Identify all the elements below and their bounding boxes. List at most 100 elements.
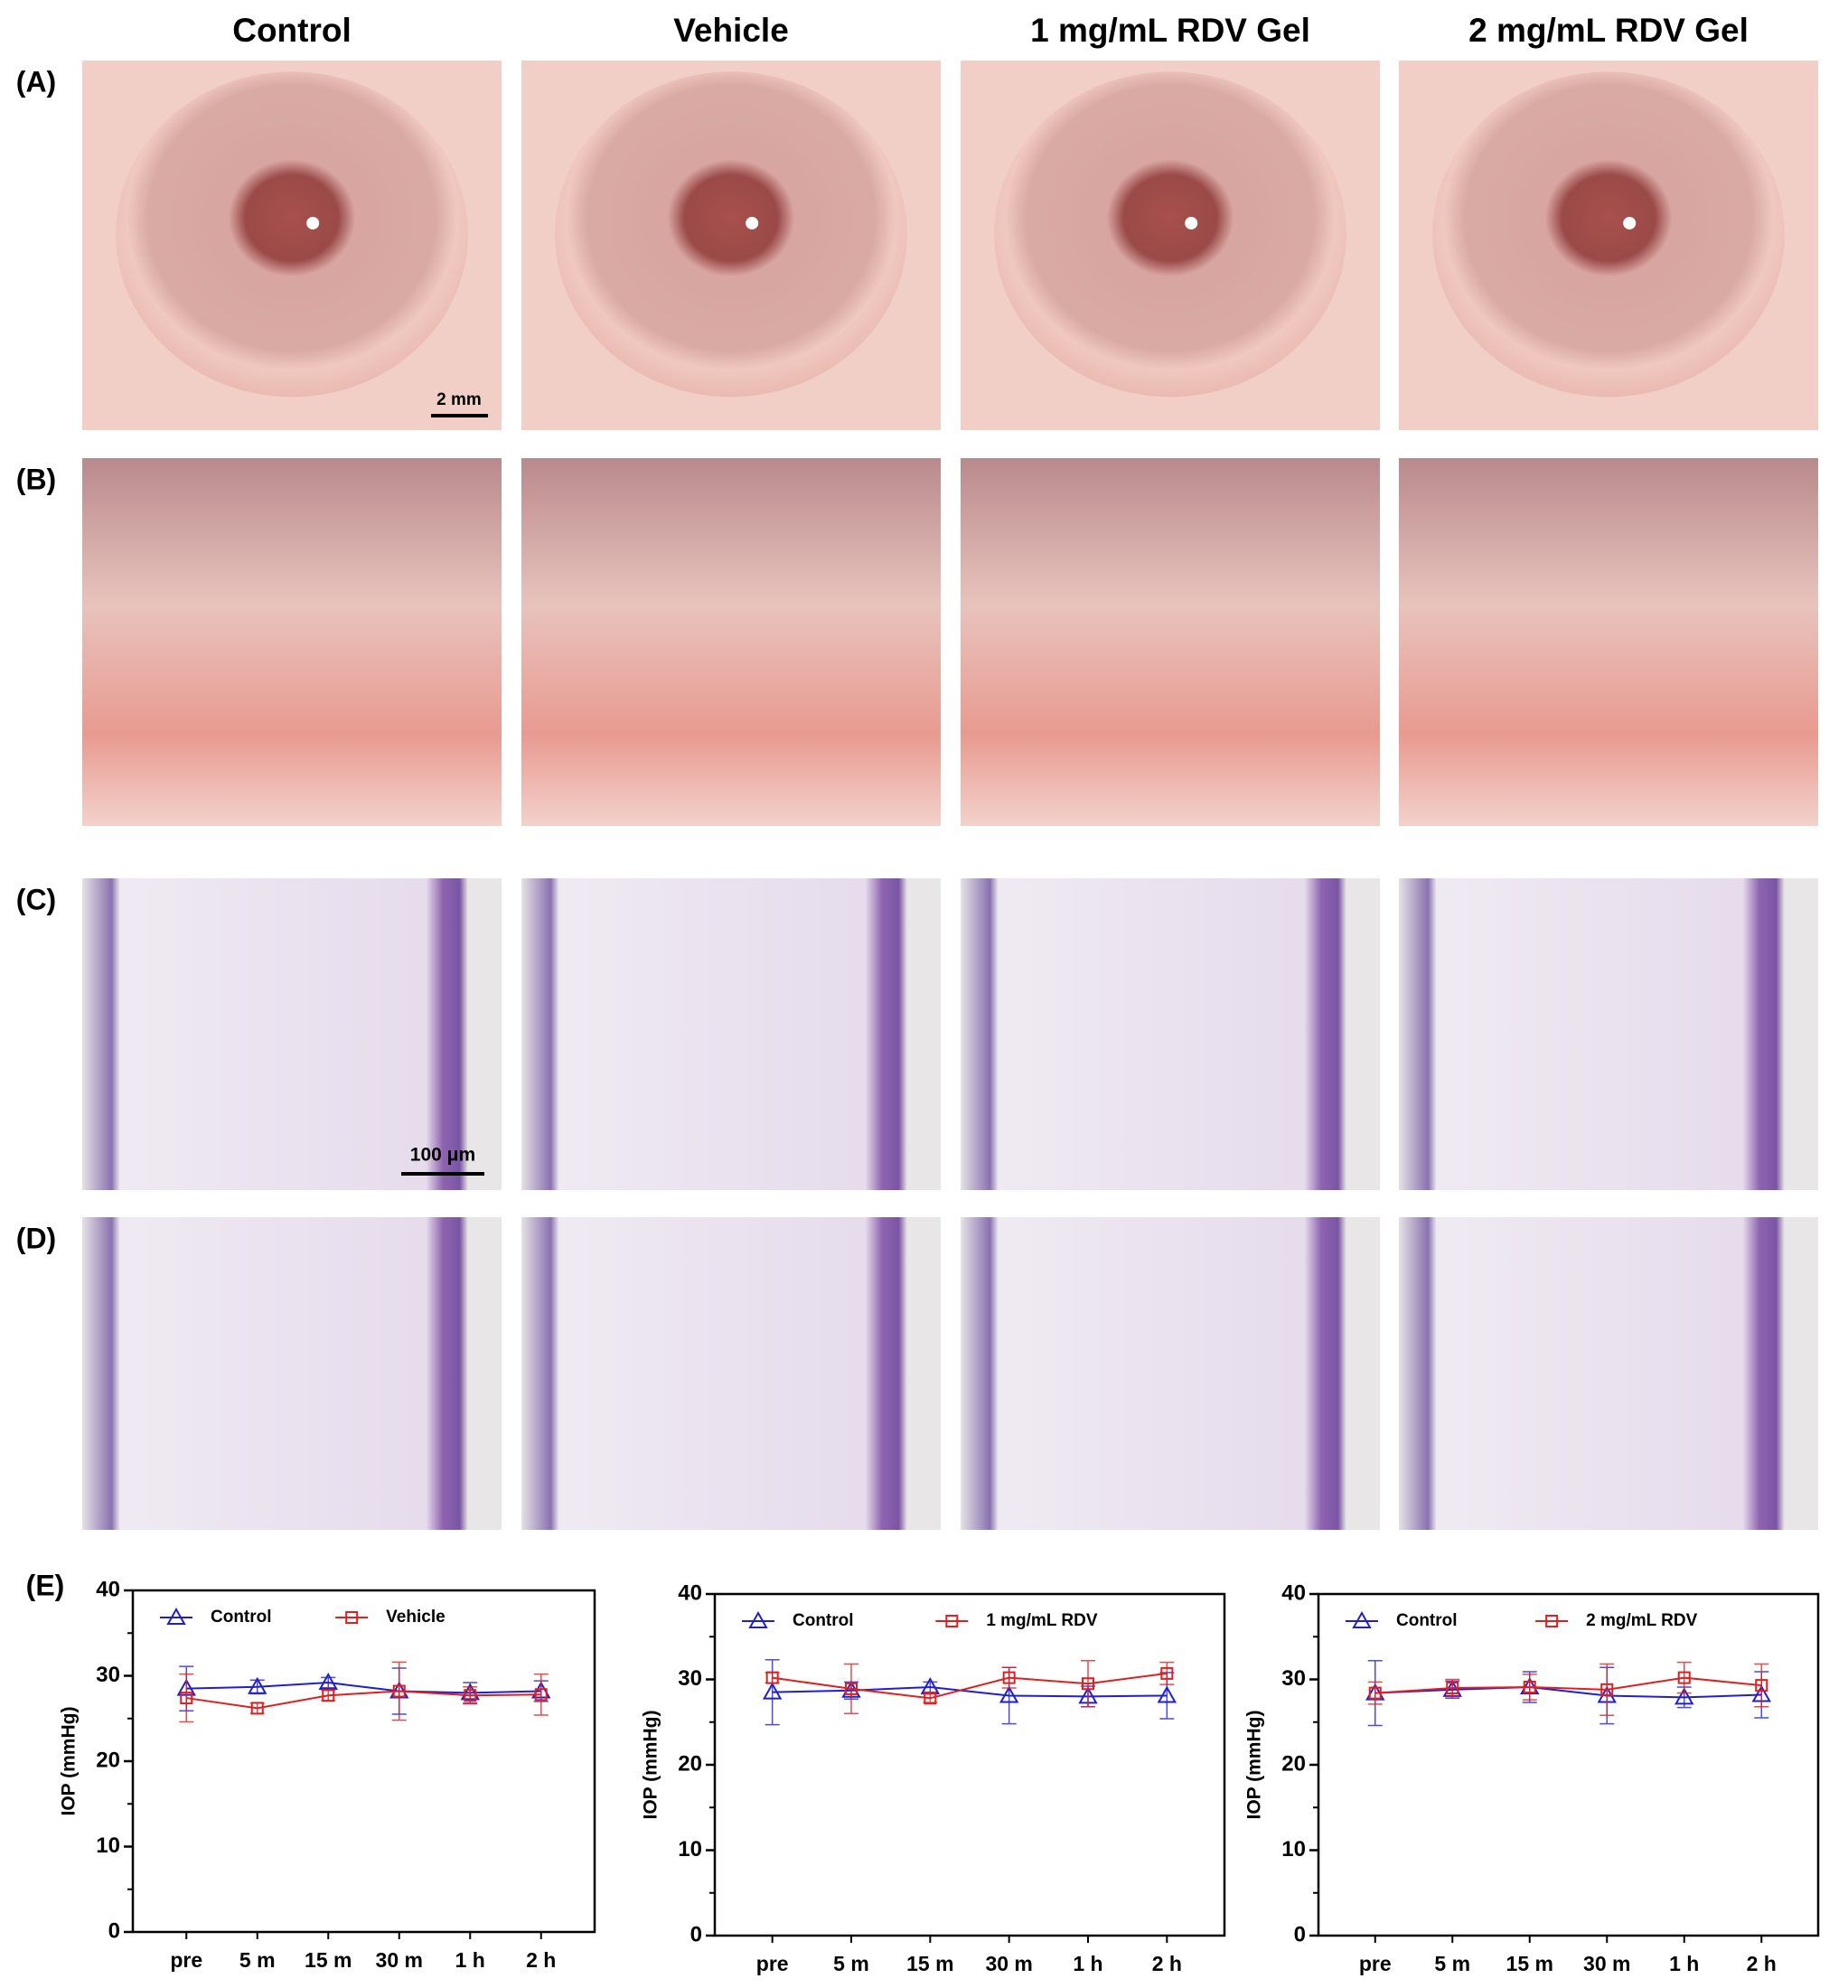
eye-iris	[555, 71, 907, 398]
error-bar	[1676, 1661, 1692, 1694]
y-tick-label: 20	[1281, 1751, 1306, 1776]
marker	[1160, 1666, 1174, 1680]
legend-label: Vehicle	[386, 1608, 446, 1627]
marker	[1523, 1681, 1536, 1694]
column-header: 2 mg/mL RDV Gel	[1468, 12, 1749, 49]
histology-photo	[521, 878, 941, 1190]
marker	[999, 1685, 1019, 1703]
y-tick-label: 30	[96, 1663, 120, 1687]
marker	[1600, 1683, 1614, 1696]
series-line	[1374, 1686, 1762, 1699]
y-tick-label: 10	[96, 1833, 120, 1858]
eye-reflection	[746, 216, 759, 230]
x-tick-label: 1 h	[1073, 1952, 1102, 1975]
eye-reflection	[1185, 216, 1198, 230]
error-bar	[533, 1673, 549, 1716]
y-tick-label: 10	[1281, 1837, 1306, 1861]
legend-label: Control	[793, 1611, 854, 1630]
series-line	[772, 1686, 1168, 1698]
error-bar	[391, 1661, 407, 1721]
y-tick-label: 10	[678, 1837, 702, 1861]
error-bar	[179, 1673, 194, 1723]
x-tick-label: 5 m	[833, 1952, 869, 1975]
marker	[318, 1673, 338, 1691]
x-tick-label: 30 m	[376, 1948, 423, 1972]
error-bar	[1159, 1661, 1175, 1685]
y-axis-label: IOP (mmHg)	[59, 1707, 80, 1816]
histology-photo	[82, 1217, 502, 1530]
x-tick-label: pre	[756, 1952, 789, 1975]
eye-iris	[116, 71, 468, 398]
x-tick-label: 30 m	[985, 1952, 1032, 1975]
legend-label: Control	[1396, 1611, 1458, 1630]
x-tick-label: 15 m	[305, 1948, 352, 1972]
marker	[1677, 1671, 1691, 1684]
legend-label: 2 mg/mL RDV	[1586, 1611, 1698, 1630]
plot-frame	[713, 1592, 1226, 1937]
marker	[248, 1676, 267, 1694]
marker	[765, 1671, 779, 1684]
eye-reflection	[1623, 216, 1637, 230]
row-label: (D)	[16, 1222, 56, 1254]
marker	[534, 1688, 548, 1702]
series-line	[186, 1682, 541, 1694]
series-line	[772, 1672, 1168, 1700]
series-line	[186, 1690, 541, 1710]
conjunctiva-photo	[521, 458, 941, 826]
scale-bar-label: 100 μm	[410, 1145, 475, 1166]
x-tick-label: pre	[1359, 1952, 1392, 1975]
marker	[1157, 1685, 1177, 1703]
histology-photo	[961, 878, 1380, 1190]
marker	[392, 1684, 406, 1698]
marker	[180, 1692, 193, 1705]
column-header: Vehicle	[673, 12, 789, 49]
y-tick-label: 0	[1294, 1922, 1306, 1946]
column-header: Control	[232, 12, 352, 49]
legend-marker	[945, 1615, 959, 1627]
marker	[1082, 1677, 1094, 1691]
x-tick-label: 5 m	[239, 1948, 276, 1972]
y-tick-label: 20	[96, 1748, 120, 1772]
x-tick-label: 15 m	[1506, 1952, 1553, 1975]
eye-reflection	[306, 216, 320, 230]
y-tick-label: 40	[96, 1577, 120, 1601]
row-label: (C)	[16, 883, 56, 915]
marker	[845, 1682, 858, 1695]
marker	[924, 1692, 937, 1705]
marker	[762, 1682, 783, 1700]
histology-photo	[1399, 878, 1818, 1190]
y-tick-label: 20	[678, 1751, 702, 1776]
error-bar	[1367, 1681, 1383, 1705]
marker	[1446, 1681, 1459, 1694]
error-bar	[765, 1659, 780, 1726]
error-bar	[1754, 1663, 1769, 1708]
marker	[1002, 1671, 1016, 1684]
marker	[250, 1702, 264, 1715]
marker	[1755, 1679, 1768, 1693]
marker	[1674, 1687, 1694, 1705]
error-bar	[844, 1663, 858, 1715]
plot-frame	[1317, 1592, 1820, 1937]
y-axis-label: IOP (mmHg)	[641, 1711, 661, 1820]
plot-frame	[131, 1589, 596, 1934]
conjunctiva-photo	[1399, 458, 1818, 826]
histology-photo	[1399, 1217, 1818, 1530]
error-bar	[1081, 1659, 1095, 1708]
x-tick-label: pre	[170, 1948, 202, 1972]
y-tick-label: 40	[678, 1580, 702, 1605]
error-bar	[1522, 1674, 1537, 1701]
scale-bar-label: 2 mm	[436, 390, 482, 409]
row-label: (B)	[16, 463, 56, 495]
legend-marker	[1352, 1610, 1372, 1628]
histology-photo	[521, 1217, 941, 1530]
conjunctiva-photo	[961, 458, 1380, 826]
legend-marker	[1545, 1615, 1559, 1627]
panel-label: (E)	[26, 1569, 65, 1601]
x-tick-label: 2 h	[526, 1948, 556, 1972]
error-bar	[1001, 1666, 1017, 1689]
marker	[322, 1689, 335, 1702]
y-tick-label: 30	[1281, 1666, 1306, 1691]
y-tick-label: 0	[108, 1918, 120, 1943]
marker	[1368, 1686, 1382, 1700]
